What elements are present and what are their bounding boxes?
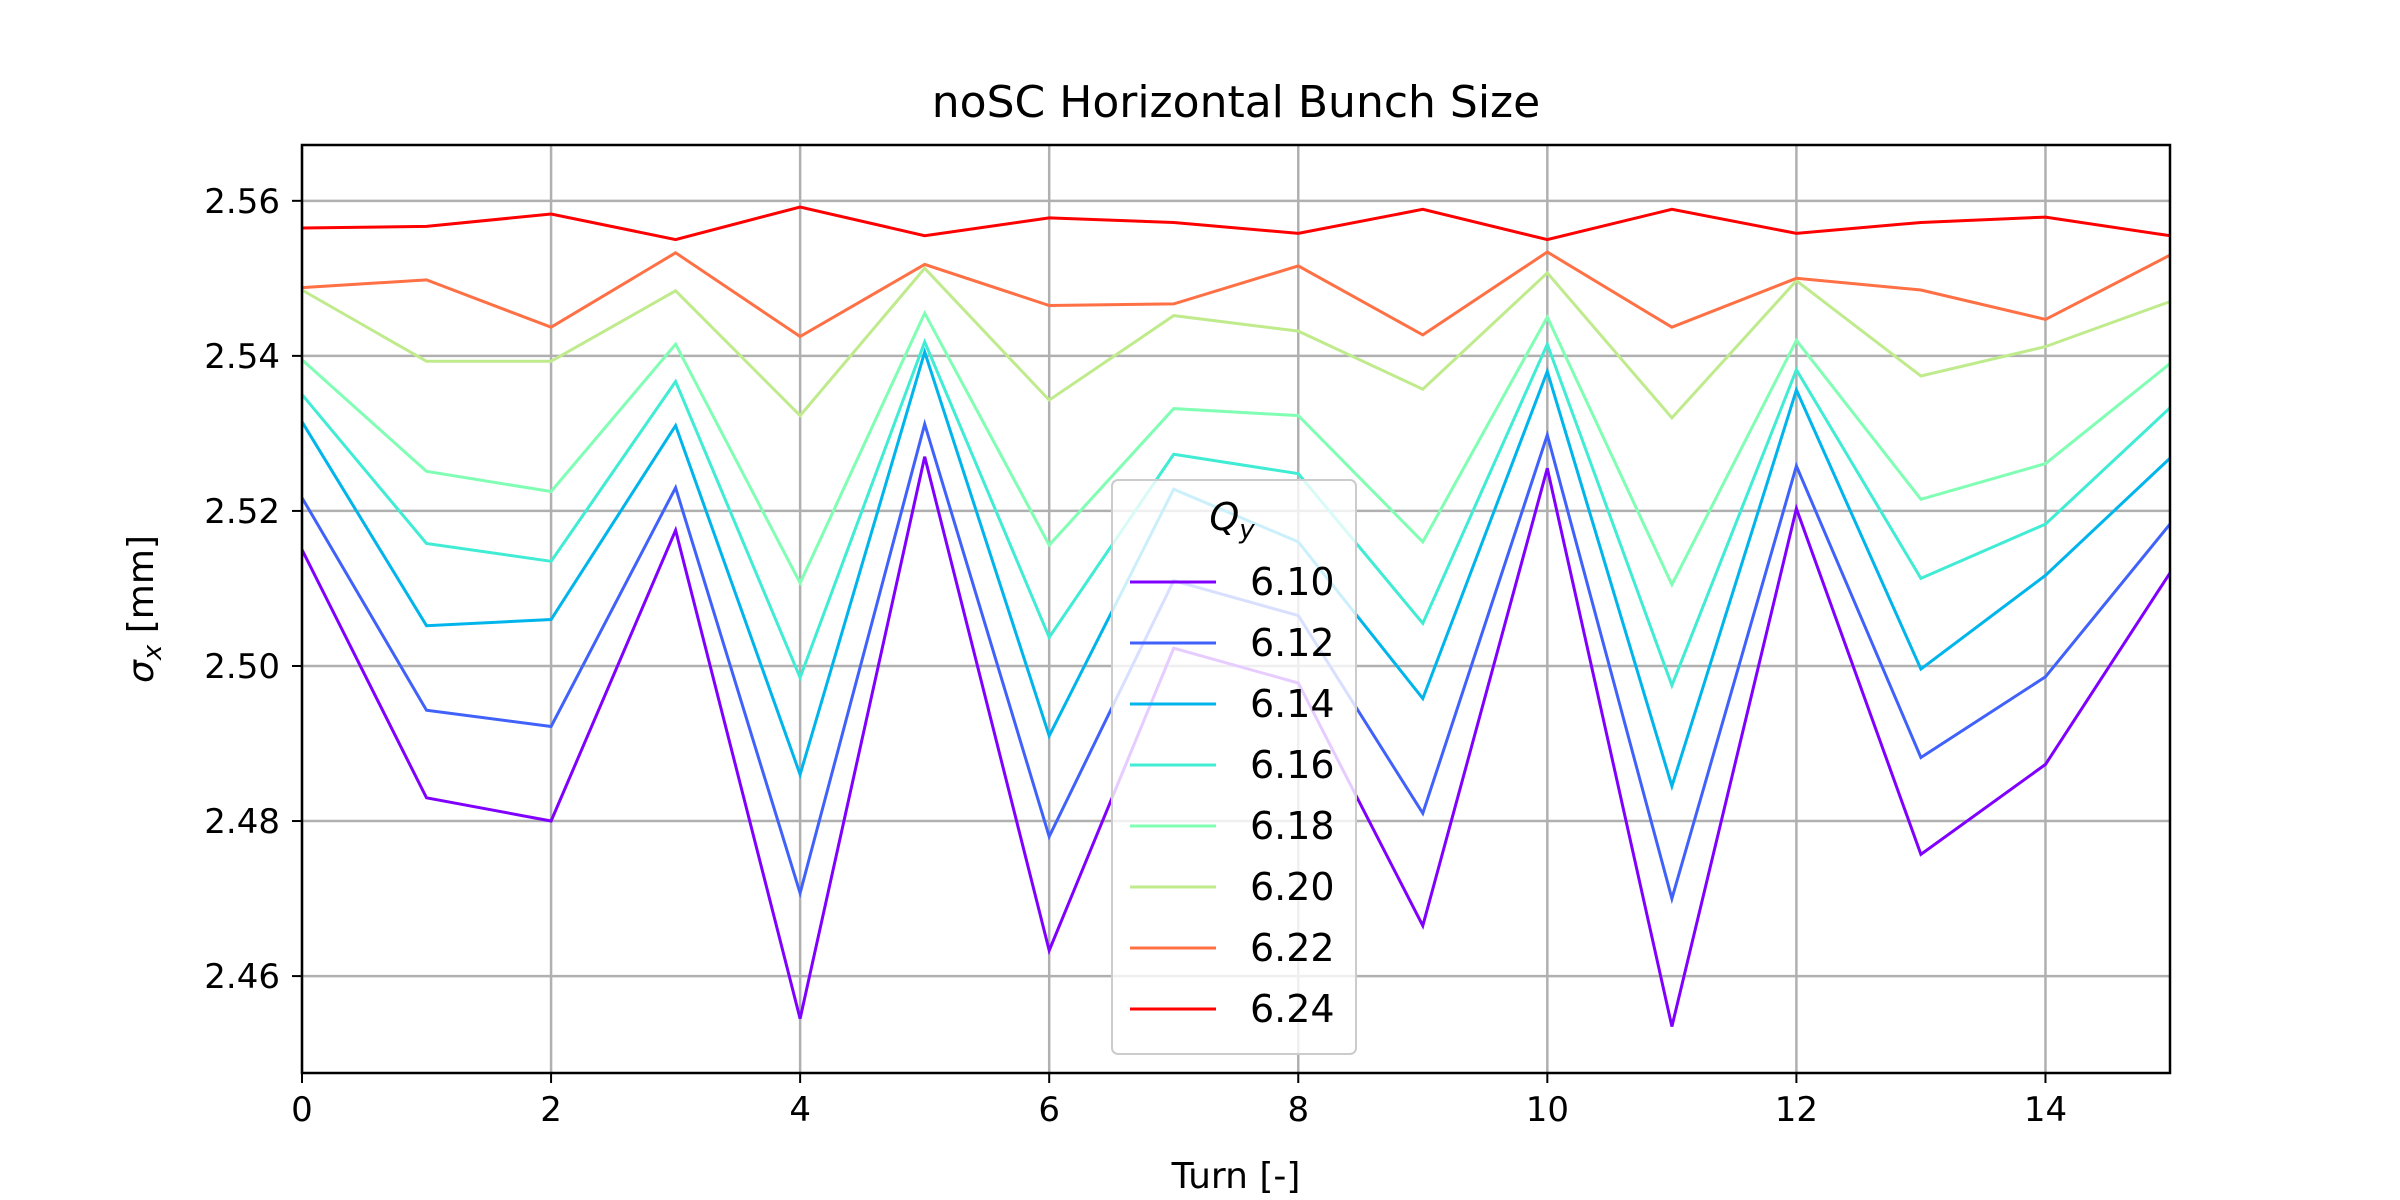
x-tick-label: 10 [1526,1090,1569,1130]
y-tick-label: 2.48 [204,802,280,842]
legend-entry-label: 6.24 [1250,987,1335,1031]
series-line-6.20 [301,266,2171,421]
legend-title-subscript: y [1238,515,1255,545]
y-tick-label: 2.46 [204,957,280,997]
plot-frame [300,143,2172,1075]
chart-title: noSC Horizontal Bunch Size [932,77,1540,128]
y-tick-label: 2.56 [204,182,280,222]
legend-entry-label: 6.12 [1250,621,1335,665]
y-tick-label: 2.54 [204,337,280,377]
legend-title: Qy [1209,495,1255,545]
legend-entries: 6.10 6.12 6.14 6.16 6.18 6.20 6.22 6.24 [1130,560,1335,1031]
series-line-6.24 [301,205,2171,242]
y-axis-label: σx [mm] [121,535,168,683]
legend: Qy 6.10 6.12 6.14 6.16 6.18 6.20 6.22 6.24 [1111,479,1357,1055]
y-axis-symbol: σ [121,659,162,683]
x-tick-label: 12 [1775,1090,1818,1130]
x-axis-label: Turn [-] [1171,1156,1301,1197]
x-tick-label: 0 [291,1090,313,1130]
legend-entry-label: 6.18 [1250,804,1335,848]
legend-entry-label: 6.16 [1250,743,1335,787]
x-tick-label: 6 [1038,1090,1060,1130]
y-tick-label: 2.52 [204,492,280,532]
x-tick-label: 2 [540,1090,562,1130]
series-line-6.18 [300,309,2171,589]
y-axis-subscript: x [138,644,168,661]
y-tick-label: 2.50 [204,647,280,687]
legend-entry-label: 6.22 [1250,926,1335,970]
legend-entry-label: 6.20 [1250,865,1335,909]
series-line-6.22 [301,250,2171,339]
legend-box [1111,479,1357,1055]
svg-text:σx [mm]: σx [mm] [121,535,168,683]
y-axis-unit: [mm] [121,535,162,645]
legend-title-symbol: Q [1209,495,1239,539]
legend-entry-label: 6.14 [1250,682,1335,726]
x-tick-label: 4 [789,1090,811,1130]
x-tick-label: 14 [2024,1090,2067,1130]
ticks: 0 2 4 6 8 10 12 14 2.46 2.48 2.50 2.52 2.54 2.56 [204,182,2067,1130]
x-tick-label: 8 [1287,1090,1309,1130]
legend-entry-label: 6.10 [1250,560,1335,604]
series-line-6.16 [300,337,2172,690]
